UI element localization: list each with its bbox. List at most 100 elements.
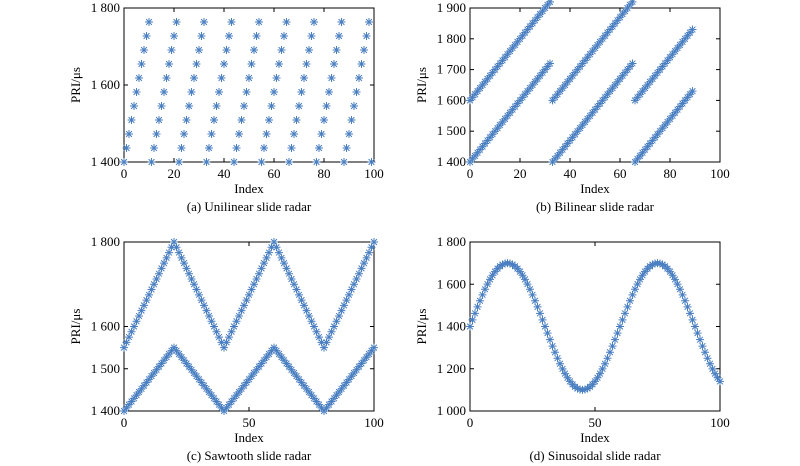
data-point	[362, 253, 371, 262]
data-point	[275, 60, 283, 69]
data-point	[322, 102, 331, 111]
data-point	[212, 327, 221, 336]
data-point	[508, 260, 517, 269]
data-point	[523, 280, 532, 289]
data-point	[152, 274, 161, 283]
data-point	[290, 280, 298, 289]
y-tick-label: 1 000	[437, 403, 466, 418]
data-point	[212, 102, 221, 111]
data-point	[215, 333, 223, 342]
data-point	[342, 144, 351, 153]
x-tick-label: 100	[364, 166, 384, 181]
data-point	[155, 269, 163, 278]
x-tick-label: 100	[710, 166, 730, 181]
data-point	[260, 259, 268, 268]
data-point	[546, 59, 554, 68]
x-tick-label: 80	[664, 166, 677, 181]
data-point	[210, 322, 218, 331]
data-point	[192, 285, 201, 294]
data-point	[628, 290, 637, 299]
data-point	[618, 315, 627, 324]
y-tick-label: 1 600	[437, 92, 466, 107]
data-point	[310, 322, 318, 331]
data-point	[593, 373, 602, 382]
data-point	[297, 296, 306, 305]
data-point	[172, 243, 181, 252]
y-tick-label: 1 600	[91, 319, 120, 334]
data-point	[478, 290, 487, 299]
data-point	[703, 354, 712, 363]
data-point	[302, 306, 311, 315]
data-point	[282, 264, 291, 273]
data-point	[648, 260, 657, 269]
y-tick-label: 1 400	[91, 154, 120, 169]
data-point	[197, 296, 206, 305]
data-point	[683, 302, 692, 311]
data-point	[125, 130, 133, 139]
data-point	[370, 343, 378, 352]
data-point	[217, 74, 226, 83]
data-point	[137, 60, 146, 69]
data-point	[676, 285, 684, 294]
data-point	[197, 32, 206, 41]
data-point	[220, 60, 228, 69]
data-point	[367, 158, 376, 166]
data-point	[232, 317, 241, 326]
data-point	[222, 338, 231, 347]
data-point	[272, 74, 281, 83]
data-point	[280, 259, 288, 268]
data-point	[686, 309, 694, 318]
data-point	[245, 74, 253, 83]
data-point	[481, 285, 489, 294]
x-tick-label: 0	[467, 166, 474, 181]
data-point	[190, 74, 198, 83]
data-point	[285, 158, 293, 166]
data-point	[270, 238, 278, 246]
data-point	[260, 144, 268, 153]
data-point	[132, 317, 141, 326]
data-point	[337, 18, 346, 27]
data-point	[713, 373, 722, 382]
data-point	[180, 259, 188, 268]
data-point	[230, 158, 238, 166]
data-point	[267, 243, 276, 252]
data-point	[561, 369, 569, 378]
data-point	[362, 32, 371, 41]
chart-a: 0 20 40 60 80 100 1 400 1 600 1 800 Index PRI/μs (a…	[68, 0, 384, 214]
data-point	[152, 130, 161, 139]
data-point	[292, 116, 301, 125]
data-point	[312, 327, 321, 336]
data-point	[310, 18, 318, 27]
data-point	[287, 274, 296, 283]
y-tick-label: 1 600	[91, 77, 120, 92]
data-point	[177, 253, 186, 262]
data-point	[558, 364, 567, 373]
data-point	[277, 253, 286, 262]
x-tick-label: 60	[614, 166, 627, 181]
data-point	[658, 260, 667, 269]
data-point	[280, 32, 288, 41]
data-point	[185, 269, 193, 278]
data-point	[315, 144, 323, 153]
data-point	[187, 88, 196, 97]
data-point	[150, 144, 158, 153]
data-point	[678, 290, 687, 299]
data-point	[242, 88, 251, 97]
data-point	[693, 329, 702, 338]
data-point	[601, 359, 609, 368]
data-point	[157, 102, 166, 111]
data-point	[175, 158, 183, 166]
data-point	[325, 88, 333, 97]
data-point	[546, 0, 554, 6]
data-point	[162, 253, 171, 262]
data-point	[320, 343, 328, 352]
data-point	[347, 116, 356, 125]
data-point	[272, 243, 281, 252]
y-tick-label: 1 500	[437, 123, 466, 138]
data-point	[167, 243, 176, 252]
data-point	[135, 74, 143, 83]
data-point	[636, 275, 644, 284]
data-point	[536, 309, 544, 318]
data-point	[711, 369, 719, 378]
data-point	[581, 385, 589, 394]
